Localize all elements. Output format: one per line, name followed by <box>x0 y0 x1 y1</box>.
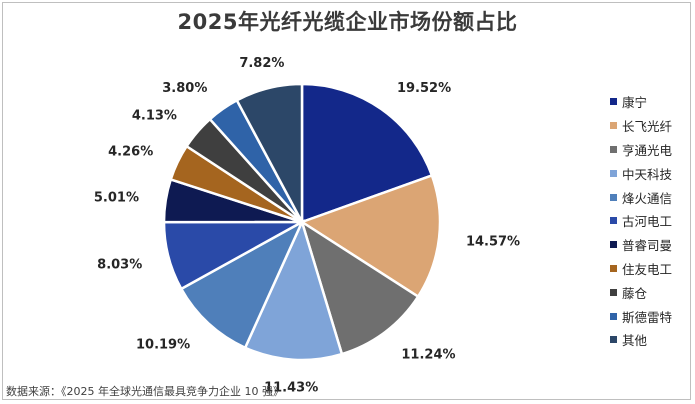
legend-item-4: 烽火通信 <box>610 185 690 209</box>
legend-swatch-4 <box>610 193 617 201</box>
legend-label-1: 长飞光纤 <box>622 119 673 135</box>
legend-item-9: 斯德雷特 <box>610 304 690 328</box>
legend-label-10: 其他 <box>622 333 648 349</box>
legend-item-5: 古河电工 <box>610 209 690 233</box>
pie-slice-3 <box>243 218 344 362</box>
legend-item-3: 中天科技 <box>610 161 690 185</box>
legend-item-2: 亨通光电 <box>610 138 690 162</box>
legend-item-8: 藤仓 <box>610 280 690 304</box>
legend-item-7: 住友电工 <box>610 257 690 281</box>
pie-slice-2 <box>299 219 420 356</box>
legend-swatch-9 <box>610 312 617 320</box>
data-label-2: 11.24% <box>401 348 455 363</box>
chart-title: 2025年光纤光缆企业市场份额占比 <box>177 10 518 34</box>
chart-legend: 康宁长飞光纤亨通光电中天科技烽火通信古河电工普睿司曼住友电工藤仓斯德雷特其他 <box>610 90 690 352</box>
pie-slice-10 <box>235 82 304 223</box>
legend-label-6: 普睿司曼 <box>622 238 673 254</box>
legend-label-2: 亨通光电 <box>622 142 673 158</box>
legend-swatch-10 <box>610 336 617 344</box>
legend-label-0: 康宁 <box>622 95 648 111</box>
legend-item-10: 其他 <box>610 328 690 352</box>
legend-label-4: 烽火通信 <box>622 190 673 206</box>
data-label-7: 4.26% <box>108 145 153 160</box>
data-label-9: 3.80% <box>162 81 207 96</box>
data-label-5: 8.03% <box>97 257 142 272</box>
legend-swatch-7 <box>610 264 617 272</box>
legend-swatch-1 <box>610 122 617 130</box>
legend-swatch-0 <box>610 98 617 106</box>
legend-label-9: 斯德雷特 <box>622 309 673 325</box>
legend-label-3: 中天科技 <box>622 166 673 182</box>
pie-slice-0 <box>300 82 434 224</box>
legend-item-6: 普睿司曼 <box>610 233 690 257</box>
legend-swatch-2 <box>610 145 617 153</box>
legend-swatch-8 <box>610 288 617 296</box>
legend-swatch-3 <box>610 169 617 177</box>
data-label-1: 14.57% <box>466 235 520 250</box>
legend-item-0: 康宁 <box>610 90 690 114</box>
legend-item-1: 长飞光纤 <box>610 114 690 138</box>
data-label-10: 7.82% <box>239 56 284 71</box>
legend-label-5: 古河电工 <box>622 214 673 230</box>
legend-label-7: 住友电工 <box>622 261 673 277</box>
data-label-6: 5.01% <box>94 190 139 205</box>
data-label-0: 19.52% <box>397 81 451 96</box>
data-label-3: 11.43% <box>264 381 318 396</box>
pie-slice-4 <box>179 219 305 350</box>
data-source-note: 数据来源：《2025 年全球光通信最具竞争力企业 10 强》 <box>6 385 284 398</box>
legend-swatch-6 <box>610 241 617 249</box>
legend-label-8: 藤仓 <box>622 285 648 301</box>
data-label-4: 10.19% <box>136 337 190 352</box>
pie-slice-1 <box>299 173 442 299</box>
legend-swatch-5 <box>610 217 617 225</box>
data-label-8: 4.13% <box>132 108 177 123</box>
